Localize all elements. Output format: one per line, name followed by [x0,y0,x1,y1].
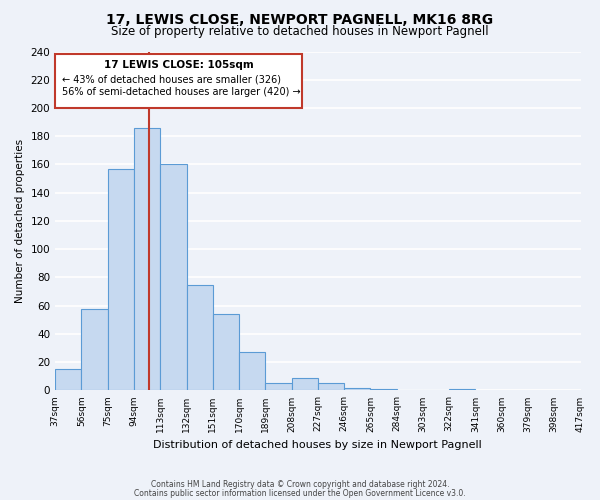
Bar [134,128,160,390]
FancyBboxPatch shape [55,54,302,108]
Text: Contains HM Land Registry data © Crown copyright and database right 2024.: Contains HM Land Registry data © Crown c… [151,480,449,489]
Bar [187,284,213,391]
Bar [344,388,370,390]
Text: 17 LEWIS CLOSE: 105sqm: 17 LEWIS CLOSE: 105sqm [104,60,253,70]
Bar [213,314,239,390]
Bar [55,369,82,390]
Bar [160,164,187,390]
Bar [265,384,292,390]
Bar [239,352,265,391]
Bar [82,308,108,390]
Bar [318,384,344,390]
Y-axis label: Number of detached properties: Number of detached properties [15,139,25,303]
Bar [108,168,134,390]
Text: 56% of semi-detached houses are larger (420) →: 56% of semi-detached houses are larger (… [62,87,301,97]
Bar [292,378,318,390]
Text: 17, LEWIS CLOSE, NEWPORT PAGNELL, MK16 8RG: 17, LEWIS CLOSE, NEWPORT PAGNELL, MK16 8… [106,12,494,26]
X-axis label: Distribution of detached houses by size in Newport Pagnell: Distribution of detached houses by size … [154,440,482,450]
Text: Size of property relative to detached houses in Newport Pagnell: Size of property relative to detached ho… [111,25,489,38]
Bar [370,389,397,390]
Bar [449,389,475,390]
Text: ← 43% of detached houses are smaller (326): ← 43% of detached houses are smaller (32… [62,74,281,84]
Text: Contains public sector information licensed under the Open Government Licence v3: Contains public sector information licen… [134,488,466,498]
